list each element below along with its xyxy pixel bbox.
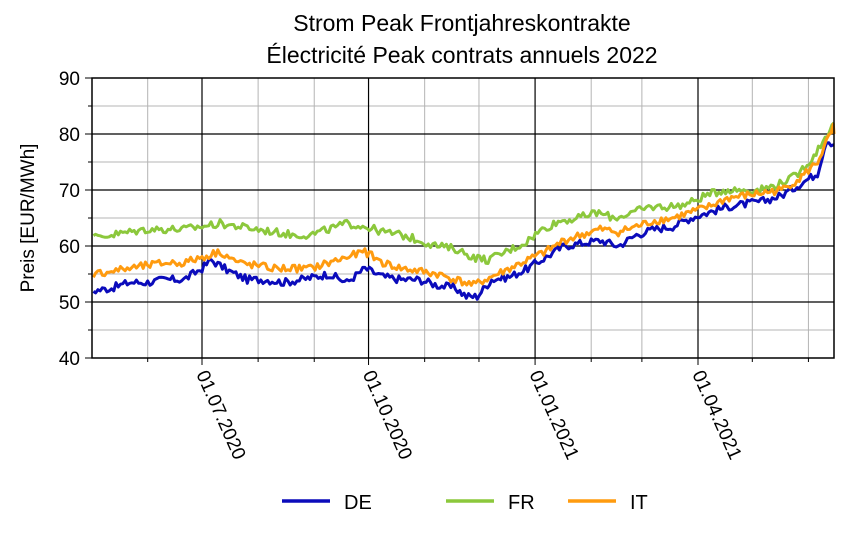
x-tick-label: 01.10.2020 <box>358 367 416 462</box>
legend-label-fr: FR <box>508 492 535 514</box>
x-tick-label: 01.01.2021 <box>525 367 583 462</box>
y-tick-label: 70 <box>59 181 80 202</box>
series-line-de <box>92 141 835 301</box>
legend-label-de: DE <box>344 492 372 514</box>
y-tick-label: 40 <box>59 349 80 370</box>
series-line-fr <box>92 121 836 265</box>
x-tick-label: 01.07.2020 <box>191 367 249 462</box>
chart-title-line-1: Strom Peak Frontjahreskontrakte <box>293 10 630 36</box>
x-tick-label: 01.04.2021 <box>687 367 745 462</box>
y-axis-label: Preis [EUR/MWh] <box>18 144 39 293</box>
y-tick-label: 80 <box>59 125 80 146</box>
series-layer <box>92 121 836 301</box>
plot-frame <box>91 77 835 359</box>
x-tick-labels: 01.07.2020 01.10.2020 01.01.2021 01.04.2021 <box>191 367 745 462</box>
axis-ticks <box>85 77 809 365</box>
y-tick-label: 50 <box>59 293 80 314</box>
legend: DE FR IT <box>282 492 648 514</box>
y-tick-label: 90 <box>59 69 80 90</box>
minor-gridlines <box>92 78 834 358</box>
y-tick-label: 60 <box>59 237 80 258</box>
y-tick-labels: 40 50 60 70 80 90 <box>59 69 80 370</box>
legend-label-it: IT <box>630 492 648 514</box>
chart-title-line-2: Électricité Peak contrats annuels 2022 <box>266 42 657 68</box>
series-line-it <box>92 122 836 287</box>
